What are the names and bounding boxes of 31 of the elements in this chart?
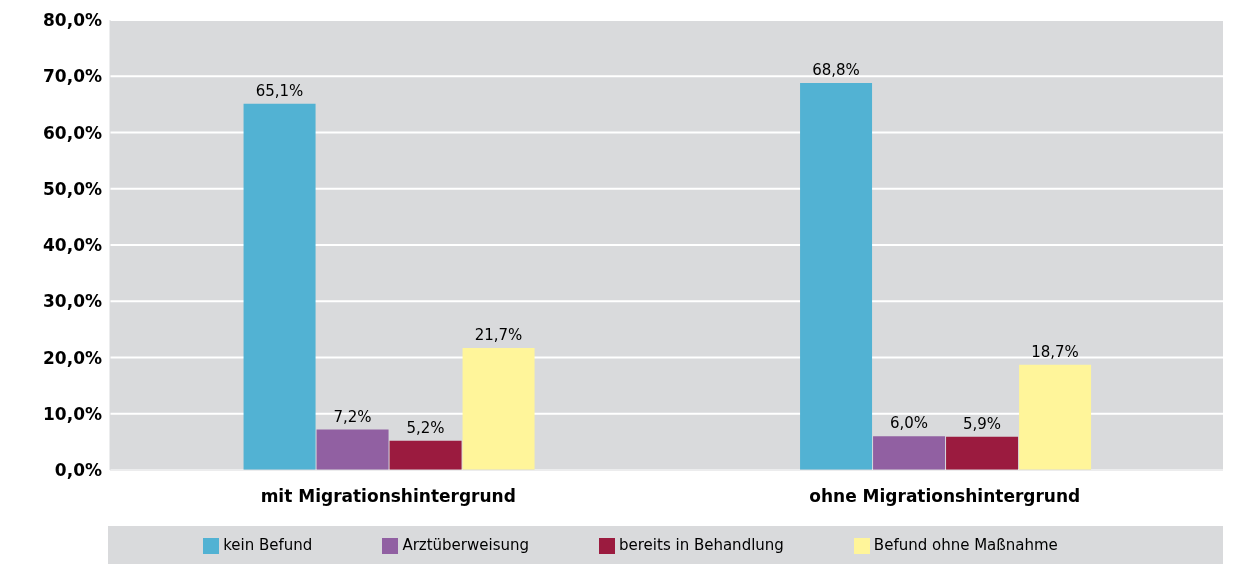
y-tick-label: 30,0% bbox=[43, 291, 102, 312]
y-tick-label: 10,0% bbox=[43, 403, 102, 424]
legend-label: bereits in Behandlung bbox=[619, 536, 784, 554]
bar bbox=[389, 440, 462, 470]
data-label: 5,2% bbox=[406, 418, 445, 437]
x-tick-label: ohne Migrationshintergrund bbox=[809, 486, 1081, 507]
x-tick-label: mit Migrationshintergrund bbox=[260, 486, 516, 507]
legend-label: kein Befund bbox=[223, 536, 313, 554]
data-label: 65,1% bbox=[255, 81, 304, 100]
y-tick-label: 60,0% bbox=[43, 122, 102, 143]
y-tick-label: 40,0% bbox=[43, 235, 102, 256]
legend-label: Arztüberweisung bbox=[402, 536, 530, 554]
y-tick-label: 20,0% bbox=[43, 347, 102, 368]
bar bbox=[946, 436, 1019, 470]
data-label: 21,7% bbox=[474, 325, 523, 344]
bar bbox=[800, 83, 873, 470]
data-label: 68,8% bbox=[812, 61, 860, 79]
data-label: 6,0% bbox=[890, 414, 929, 433]
y-tick-label: 50,0% bbox=[43, 178, 102, 199]
y-tick-label: 80,0% bbox=[43, 10, 102, 31]
data-label: 5,9% bbox=[963, 414, 1002, 433]
bar bbox=[243, 103, 316, 470]
bar bbox=[1019, 364, 1092, 470]
y-tick-label: 70,0% bbox=[43, 66, 102, 87]
bar bbox=[462, 347, 535, 470]
legend-label: Befund ohne Maßnahme bbox=[873, 536, 1058, 554]
data-label: 18,7% bbox=[1031, 342, 1079, 361]
data-label: 7,2% bbox=[333, 407, 372, 426]
bar bbox=[873, 436, 946, 470]
bar bbox=[316, 429, 389, 470]
y-tick-label: 0,0% bbox=[54, 460, 102, 481]
